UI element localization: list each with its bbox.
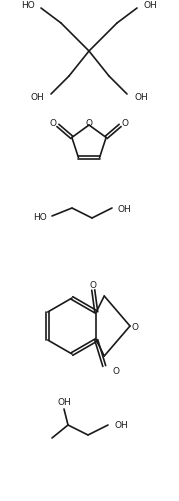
Text: O: O (122, 119, 129, 128)
Text: O: O (113, 366, 120, 375)
Text: HO: HO (21, 2, 35, 11)
Text: OH: OH (57, 398, 71, 407)
Text: O: O (90, 280, 97, 289)
Text: O: O (49, 119, 56, 128)
Text: O: O (86, 118, 93, 127)
Text: OH: OH (117, 204, 131, 213)
Text: OH: OH (30, 92, 44, 101)
Text: OH: OH (143, 2, 157, 11)
Text: O: O (132, 322, 139, 331)
Text: OH: OH (134, 92, 148, 101)
Text: HO: HO (33, 212, 47, 221)
Text: OH: OH (114, 421, 128, 430)
